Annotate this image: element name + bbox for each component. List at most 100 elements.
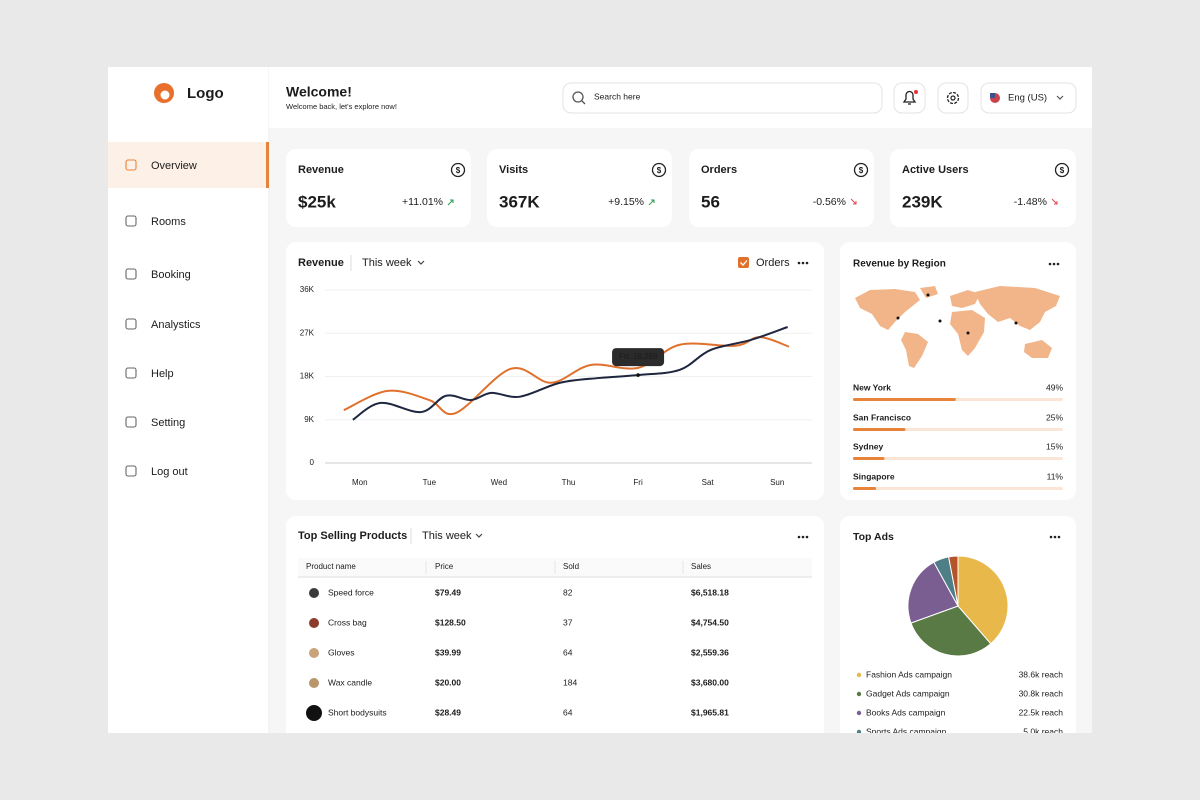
bar-track (853, 428, 1063, 431)
nav-item[interactable]: Help (151, 368, 174, 380)
y-tick-label: 9K (304, 415, 314, 424)
pie-slice (948, 555, 959, 607)
product-icon (309, 648, 319, 658)
stat-value: 367K (499, 192, 540, 211)
region-value: 49% (1046, 382, 1063, 392)
nav-item[interactable]: Rooms (151, 216, 186, 228)
settings-button[interactable] (937, 82, 969, 114)
map-pin (966, 331, 970, 335)
nav-icon (125, 416, 137, 428)
search-placeholder: Search here (594, 91, 641, 101)
nav-icon (125, 367, 137, 379)
legend-check (740, 260, 748, 266)
pie-slice (957, 555, 1009, 645)
legend-dot (856, 691, 862, 697)
search-icon-handle (581, 100, 586, 105)
region-value: 11% (1047, 471, 1064, 481)
stat-icon (853, 162, 869, 178)
nav-item[interactable]: Setting (151, 417, 185, 429)
nav-icon (125, 268, 137, 280)
table-cell: $28.49 (435, 707, 461, 717)
table-cell: 64 (563, 707, 573, 717)
table-cell: $6,518.18 (691, 587, 729, 597)
notification-button[interactable] (893, 82, 926, 114)
stat-icon-glyph: $ (657, 166, 662, 175)
x-tick-label: Thu (562, 478, 576, 487)
table-cell: Cross bag (328, 617, 367, 627)
bar-track (853, 457, 1063, 460)
stat-card (286, 149, 471, 227)
x-tick-label: Fri (633, 478, 643, 487)
stat-label: Orders (701, 164, 737, 176)
legend-value: 22.5k reach (1019, 707, 1064, 717)
nav-item[interactable]: Overview (151, 160, 197, 172)
column-header: Product name (306, 562, 356, 571)
chart-title: Revenue by Region (853, 259, 946, 270)
trend-arrow (447, 199, 454, 206)
region-name: New York (853, 382, 891, 392)
table-cell: 37 (563, 617, 573, 627)
table-cell: Speed force (328, 587, 374, 597)
bar (853, 398, 956, 401)
stat-icon (651, 162, 667, 178)
tooltip (612, 348, 665, 367)
region-card (840, 242, 1076, 500)
period-select[interactable]: This week (422, 530, 472, 542)
stat-icon (450, 162, 466, 178)
chart-title: Revenue (298, 257, 344, 269)
chart-title: Top Ads (853, 531, 894, 543)
nav-icon (125, 318, 137, 330)
world-map (855, 286, 1060, 368)
region-value: 25% (1046, 412, 1063, 422)
continent (975, 286, 1060, 330)
menu-dots[interactable] (797, 261, 1061, 539)
search-box[interactable] (562, 82, 883, 114)
language-select[interactable] (980, 82, 1077, 114)
table-cell: $20.00 (435, 677, 461, 687)
stat-icon-glyph: $ (456, 166, 461, 175)
table-cell: $39.99 (435, 647, 461, 657)
product-icon (309, 678, 319, 688)
pie-slice (910, 605, 992, 657)
flag-canton (990, 93, 995, 98)
map-pin (896, 316, 900, 320)
logo-text: Logo (187, 85, 224, 102)
column-dividers (425, 561, 684, 574)
nav-item[interactable]: Analystics (151, 319, 201, 331)
stat-icon (1054, 162, 1070, 178)
legend-value: 5.0k reach (1023, 726, 1063, 736)
table-cell: $128.50 (435, 617, 466, 627)
x-tick-label: Sun (770, 478, 784, 487)
trend-arrow (850, 198, 857, 205)
continent (901, 332, 928, 368)
legend-dot (856, 672, 862, 678)
stat-label: Active Users (902, 164, 969, 176)
column-header: Price (435, 562, 454, 571)
data-point (636, 373, 640, 377)
stat-card (689, 149, 874, 227)
table-cell: $79.49 (435, 587, 461, 597)
stat-label: Revenue (298, 164, 344, 176)
stat-card (487, 149, 672, 227)
nav-item[interactable]: Booking (151, 269, 191, 281)
nav-icon (125, 465, 137, 477)
stat-label: Visits (499, 164, 528, 176)
x-tick-label: Sat (702, 478, 715, 487)
pie-slice (907, 561, 959, 624)
stat-change: -0.56% (813, 196, 846, 208)
nav-item[interactable]: Log out (151, 466, 188, 478)
table-title: Top Selling Products (298, 530, 407, 542)
period-select[interactable]: This week (362, 257, 412, 269)
chevron[interactable] (475, 533, 483, 538)
legend-value: 38.6k reach (1019, 669, 1064, 679)
table-cell: $1,965.81 (691, 707, 729, 717)
chevron[interactable] (417, 260, 425, 265)
region-value: 15% (1046, 441, 1063, 451)
logo-icon-hole (160, 90, 170, 100)
table-cell: $2,559.36 (691, 647, 729, 657)
series-line (343, 336, 790, 416)
gear-icon (946, 91, 960, 105)
trend-arrow (1051, 198, 1058, 205)
